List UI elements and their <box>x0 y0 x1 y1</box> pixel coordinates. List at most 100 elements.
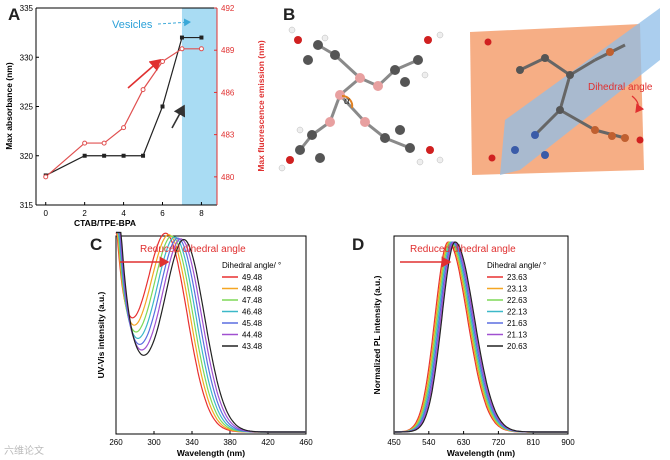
absorbance-point <box>102 153 107 158</box>
d-legend-item: 21.63 <box>507 319 528 328</box>
d-curve-23.13 <box>394 241 568 433</box>
fluorescence-point <box>198 46 204 52</box>
watermark: 六维论文 <box>4 444 44 457</box>
c-legend-item: 47.48 <box>242 296 263 305</box>
panel-b: B <box>278 5 660 175</box>
c-xtick-label: 380 <box>223 438 237 447</box>
d-legend-item: 21.13 <box>507 331 528 340</box>
c-xtick-label: 260 <box>109 438 123 447</box>
dihedral-angle-label: Dihedral angle <box>588 82 653 93</box>
a-ytick-left-label: 330 <box>20 53 34 62</box>
c-legend-item: 48.48 <box>242 285 263 294</box>
absorbance-point <box>141 153 146 158</box>
a-ytick-right-label: 480 <box>221 173 235 182</box>
d-xtick-label: 810 <box>527 438 541 447</box>
c-legend-item: 43.48 <box>242 342 263 351</box>
d-xtick-label: 630 <box>457 438 471 447</box>
c-frame <box>115 235 307 435</box>
absorbance-point <box>199 35 204 40</box>
c-xlabel: Wavelength (nm) <box>177 448 245 458</box>
c-legend-title: Dihedral angle/ ° <box>222 261 281 270</box>
a-xtick-label: 8 <box>199 209 204 218</box>
c-xtick-label: 340 <box>185 438 199 447</box>
a-ytick-right-label: 486 <box>221 88 235 97</box>
panel-c: C 260 300 340 380 420 460 Dihedral angle/ ° 49… <box>90 231 313 458</box>
panel-d: D 450 540 630 720 810 900 Dihedral angle/ ° 23… <box>352 235 575 458</box>
c-legend-item: 46.48 <box>242 308 263 317</box>
fluorescence-point <box>121 125 127 131</box>
d-frame <box>393 235 569 435</box>
a-ylabel-left: Max absorbance (nm) <box>4 62 14 150</box>
panel-a: A 0 2 4 6 8 315 320 325 330 335 480 483 486 489 492 CT… <box>4 4 266 228</box>
c-legend-item: 44.48 <box>242 331 263 340</box>
a-ylabel-right: Max fluorescence emission (nm) <box>256 40 266 171</box>
fluorescence-point <box>43 174 49 180</box>
vesicles-label: Vesicles <box>112 19 153 31</box>
c-xtick-label: 300 <box>147 438 161 447</box>
fluorescence-point <box>140 87 146 93</box>
absorbance-point <box>179 35 184 40</box>
a-xtick-label: 4 <box>121 209 126 218</box>
a-ytick-left-label: 335 <box>20 4 34 13</box>
a-ytick-right-label: 492 <box>221 4 235 13</box>
d-legend-item: 22.63 <box>507 296 528 305</box>
a-ytick-left-label: 325 <box>20 103 34 112</box>
alpha-label: α <box>344 96 350 107</box>
a-ytick-right-label: 483 <box>221 131 235 140</box>
a-xtick-label: 0 <box>44 209 49 218</box>
c-ylabel: UV-Vis intensity (a.u.) <box>96 291 106 378</box>
d-xtick-label: 720 <box>492 438 506 447</box>
vesicles-shade <box>181 8 217 205</box>
vesicles-arrow <box>157 18 191 27</box>
d-curve-22.63 <box>394 241 568 433</box>
panel-label-d: D <box>352 235 364 254</box>
d-curve-23.63 <box>393 241 568 433</box>
fluorescence-line <box>45 48 202 178</box>
a-red-arrow <box>127 58 162 89</box>
absorbance-point <box>160 104 165 109</box>
d-title: Reduced dihedral angle <box>410 244 516 255</box>
panel-label-b: B <box>283 5 295 24</box>
panel-label-a: A <box>8 5 20 24</box>
a-xlabel: CTAB/TPE-BPA <box>74 218 136 228</box>
d-legend-item: 23.63 <box>507 273 528 282</box>
fluorescence-point <box>82 140 88 146</box>
d-legend-item: 23.13 <box>507 285 528 294</box>
d-curve-21.63 <box>394 241 568 433</box>
molecule-tpe-left: α <box>278 26 444 172</box>
c-title: Reduced dihedral angle <box>140 244 246 255</box>
a-xtick-label: 2 <box>82 209 87 218</box>
fluorescence-point <box>101 140 107 146</box>
d-xtick-label: 900 <box>561 438 575 447</box>
d-curve-21.13 <box>394 241 568 433</box>
a-ytick-left-label: 320 <box>20 152 34 161</box>
a-black-arrow <box>171 104 186 129</box>
d-legend-item: 20.63 <box>507 342 528 351</box>
d-xtick-label: 540 <box>422 438 436 447</box>
d-legend-item: 22.13 <box>507 308 528 317</box>
a-ytick-right-label: 489 <box>221 46 235 55</box>
c-legend-item: 45.48 <box>242 319 263 328</box>
a-xtick-label: 6 <box>160 209 165 218</box>
fluorescence-point <box>179 46 185 52</box>
c-legend-item: 49.48 <box>242 273 263 282</box>
absorbance-line <box>45 36 202 176</box>
d-xtick-label: 450 <box>387 438 401 447</box>
c-curve-43.48 <box>116 231 306 433</box>
c-xtick-label: 460 <box>299 438 313 447</box>
d-curve-20.63 <box>394 241 568 433</box>
d-legend-title: Dihedral angle/ ° <box>487 261 546 270</box>
a-ytick-left-label: 315 <box>20 201 34 210</box>
dihedral-planes: Dihedral angle <box>470 8 660 175</box>
panel-label-c: C <box>90 235 102 254</box>
alpha-arc-icon <box>341 94 354 109</box>
d-ylabel: Normalized PL intensity (a.u.) <box>372 275 382 394</box>
d-xlabel: Wavelength (nm) <box>447 448 515 458</box>
absorbance-point <box>82 153 87 158</box>
d-curve-22.13 <box>394 241 568 433</box>
c-xtick-label: 420 <box>261 438 275 447</box>
absorbance-point <box>121 153 126 158</box>
fluorescence-point <box>160 58 166 64</box>
dihedral-arrow-icon <box>631 95 645 113</box>
